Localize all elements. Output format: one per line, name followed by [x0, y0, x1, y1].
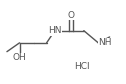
Text: HN: HN [48, 26, 62, 35]
Text: O: O [67, 11, 74, 20]
Text: HCl: HCl [74, 62, 90, 71]
Text: OH: OH [13, 53, 26, 62]
Text: NH: NH [98, 38, 112, 47]
